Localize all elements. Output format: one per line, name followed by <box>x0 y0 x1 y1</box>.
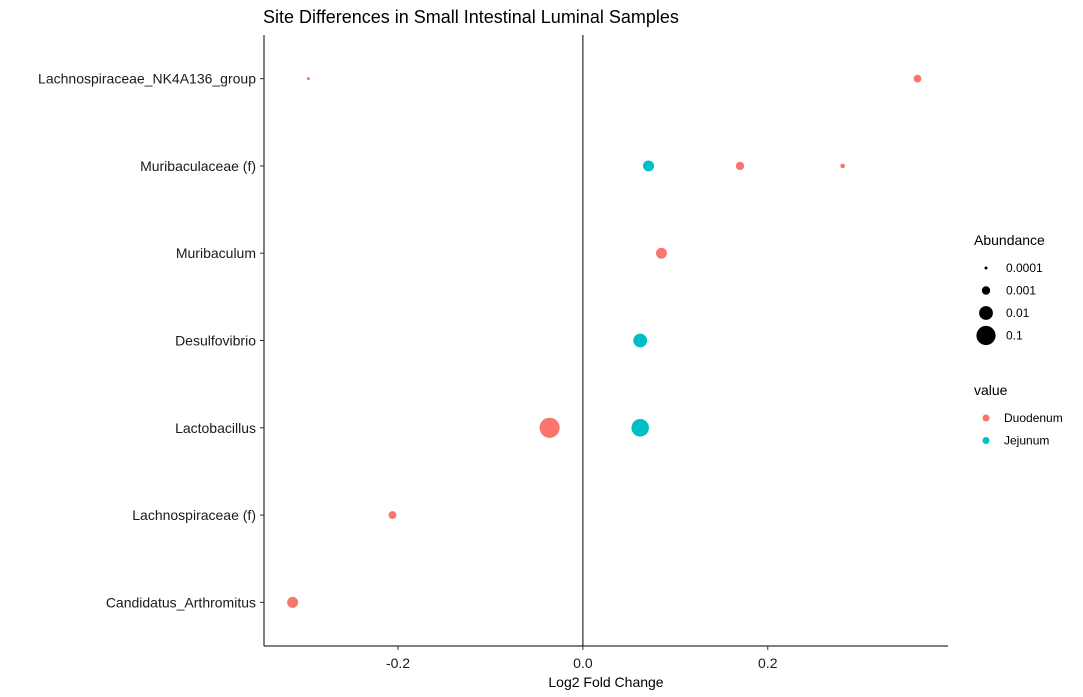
data-point-duodenum <box>306 77 310 81</box>
legend-size-key <box>979 306 993 320</box>
legend-color-label: Jejunum <box>1004 434 1049 448</box>
legend-color-key <box>982 414 990 422</box>
y-tick-label: Desulfovibrio <box>175 333 256 349</box>
legend-size-items: 0.0001 0.001 0.01 0.1 <box>976 261 1043 346</box>
y-tick-label: Lactobacillus <box>175 420 256 436</box>
legend-size-label: 0.1 <box>1006 329 1023 343</box>
data-points <box>287 74 922 608</box>
legend-size-key <box>976 325 996 346</box>
data-point-duodenum <box>735 161 745 171</box>
y-axis-ticks: Lachnospiraceae_NK4A136_group Muribaculac… <box>38 71 264 610</box>
data-point-jejunum <box>631 418 649 437</box>
data-point-duodenum <box>539 417 560 438</box>
x-tick-label: 0.0 <box>573 655 593 671</box>
x-axis-label: Log2 Fold Change <box>548 674 663 690</box>
legend-size-key <box>984 266 988 270</box>
y-tick-label: Candidatus_Arthromitus <box>106 594 256 610</box>
y-tick-label: Lachnospiraceae_NK4A136_group <box>38 71 256 87</box>
legend-size-key <box>981 286 991 295</box>
x-tick-label: -0.2 <box>386 655 410 671</box>
y-tick-label: Muribaculaceae (f) <box>140 158 256 174</box>
legend-color-items: Duodenum Jejunum <box>982 411 1063 448</box>
data-point-duodenum <box>388 511 397 520</box>
x-axis-ticks: -0.2 0.0 0.2 <box>386 646 778 671</box>
data-point-duodenum <box>655 247 667 259</box>
legend-color-key <box>982 437 990 444</box>
legend: Abundance 0.0001 0.001 0.01 0.1 value Duode… <box>974 232 1063 448</box>
data-point-duodenum <box>287 596 299 608</box>
legend-color-label: Duodenum <box>1004 411 1063 425</box>
x-tick-label: 0.2 <box>758 655 778 671</box>
data-point-jejunum <box>633 333 648 348</box>
chart-title: Site Differences in Small Intestinal Lum… <box>263 7 679 27</box>
data-point-duodenum <box>913 74 922 83</box>
legend-color-title: value <box>974 382 1008 398</box>
legend-size-title: Abundance <box>974 232 1045 248</box>
legend-size-label: 0.001 <box>1006 284 1036 298</box>
y-tick-label: Muribaculum <box>176 245 256 261</box>
data-point-duodenum <box>840 163 845 169</box>
data-point-jejunum <box>643 160 655 172</box>
legend-size-label: 0.0001 <box>1006 261 1043 275</box>
plot-panel: Lachnospiraceae_NK4A136_group Muribaculac… <box>38 35 948 671</box>
legend-size-label: 0.01 <box>1006 306 1030 320</box>
y-tick-label: Lachnospiraceae (f) <box>132 507 256 523</box>
